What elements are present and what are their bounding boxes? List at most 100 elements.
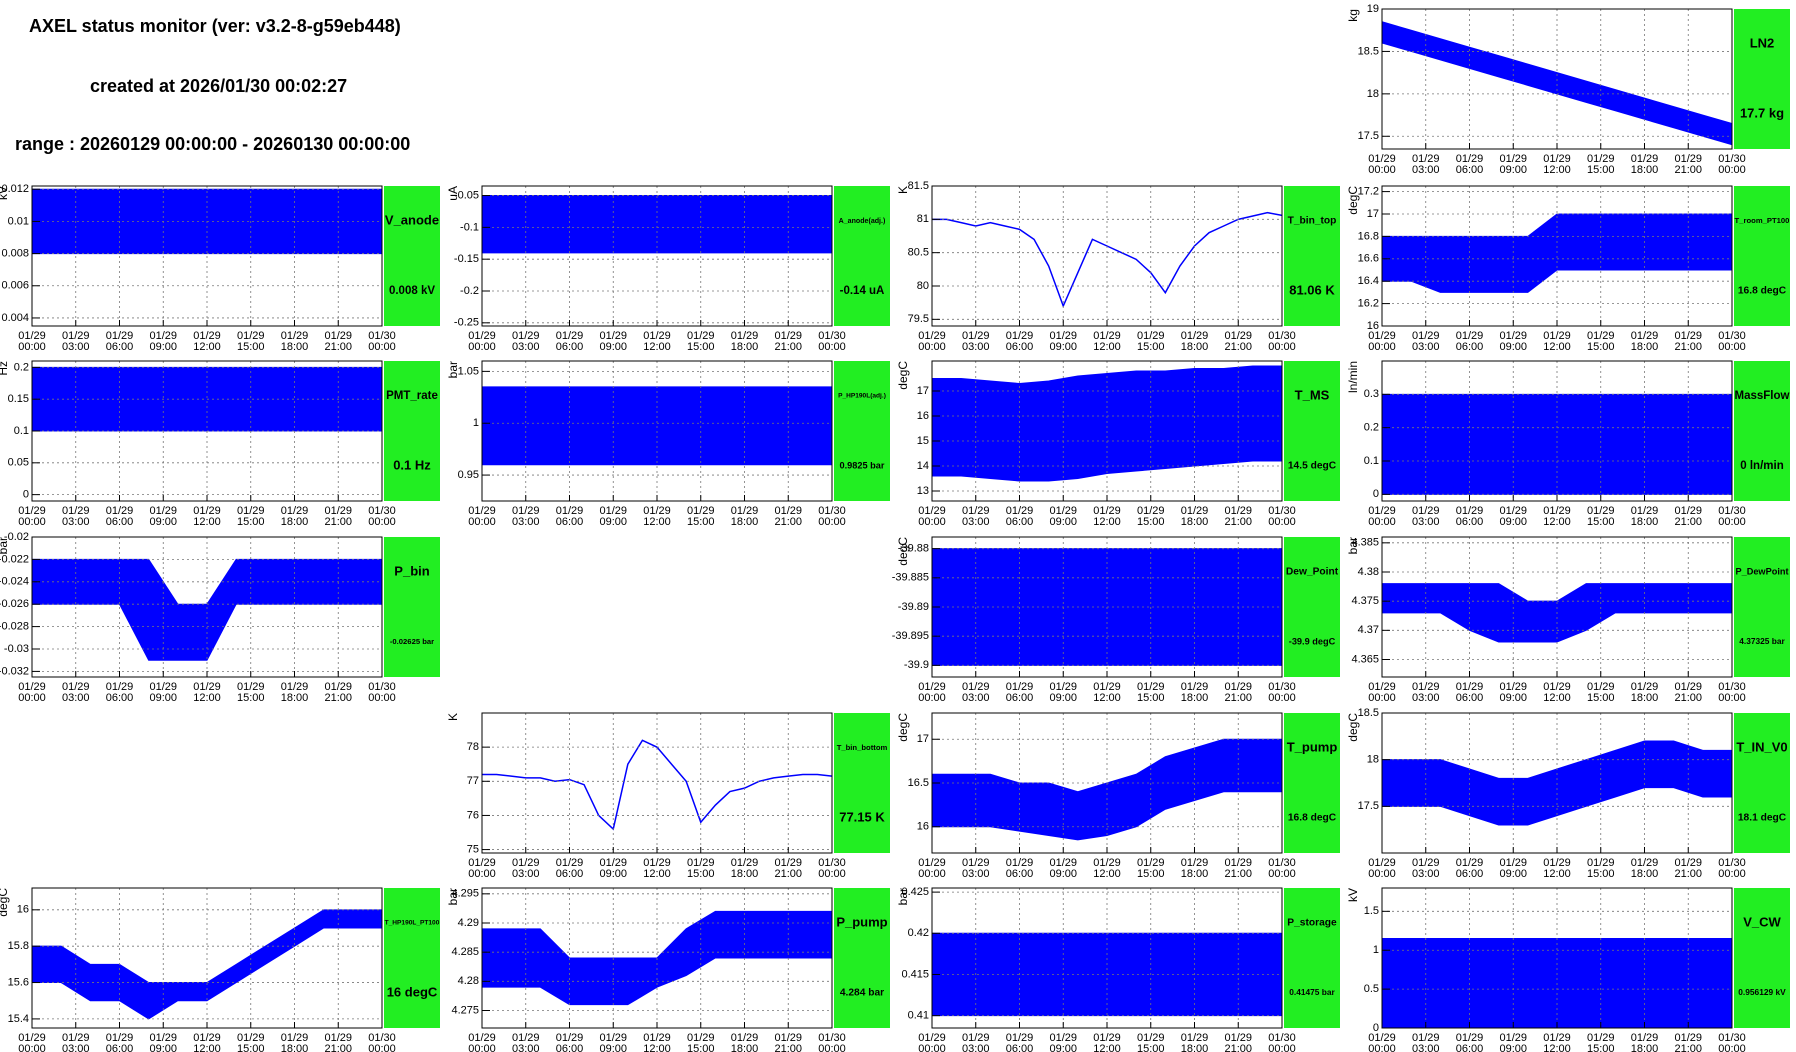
x-tick-time: 12:00 [1543, 868, 1571, 880]
x-tick-date: 01/29 [1543, 153, 1571, 165]
x-tick-time: 21:00 [324, 692, 352, 704]
panel: 17.51818.51901/2900:0001/2903:0001/2906:… [1346, 3, 1790, 176]
x-tick-date: 01/29 [512, 330, 540, 342]
x-tick-date: 01/29 [731, 330, 759, 342]
status-name: T_HP190L_PT100 [385, 920, 440, 927]
x-tick-date: 01/29 [962, 681, 990, 693]
x-tick-time: 15:00 [1137, 692, 1165, 704]
x-tick-date: 01/30 [1268, 505, 1296, 517]
x-tick-date: 01/29 [237, 330, 265, 342]
status-value: 81.06 K [1289, 282, 1335, 297]
y-axis-unit: bar [0, 537, 10, 554]
y-tick-label: 17.5 [1358, 130, 1379, 142]
y-tick-label: 0.15 [8, 393, 29, 405]
signal-band [1381, 393, 1733, 495]
x-tick-time: 18:00 [1631, 868, 1659, 880]
y-axis-unit: degC [0, 888, 10, 917]
x-tick-time: 09:00 [1499, 692, 1527, 704]
y-tick-label: 0.01 [8, 215, 29, 227]
status-box [1284, 361, 1340, 501]
x-tick-date: 01/29 [1006, 505, 1034, 517]
x-tick-date: 01/29 [1456, 153, 1484, 165]
x-tick-date: 01/29 [1674, 857, 1702, 869]
x-tick-date: 01/30 [1718, 1032, 1746, 1044]
panel: -0.25-0.2-0.15-0.1-0.0501/2900:0001/2903… [446, 185, 890, 353]
x-tick-date: 01/30 [1718, 505, 1746, 517]
y-tick-label: 0.2 [14, 361, 29, 373]
status-value: 18.1 degC [1738, 813, 1787, 824]
x-tick-time: 21:00 [1224, 516, 1252, 528]
y-tick-label: 17 [1367, 208, 1379, 220]
y-tick-label: 0 [1373, 488, 1379, 500]
y-tick-label: 0.3 [1364, 388, 1379, 400]
x-tick-date: 01/29 [1631, 857, 1659, 869]
plot-frame [1381, 536, 1733, 678]
y-tick-label: 16 [17, 904, 29, 916]
x-tick-time: 03:00 [1412, 692, 1440, 704]
x-tick-time: 15:00 [1137, 516, 1165, 528]
panel: 0.9511.0501/2900:0001/2903:0001/2906:000… [446, 360, 890, 528]
x-tick-date: 01/29 [1006, 330, 1034, 342]
x-tick-time: 00:00 [1268, 692, 1296, 704]
y-tick-label: 13 [917, 485, 929, 497]
x-tick-time: 15:00 [237, 1043, 265, 1052]
x-tick-time: 12:00 [1543, 516, 1571, 528]
x-tick-date: 01/29 [1093, 505, 1121, 517]
y-tick-label: 16.2 [1358, 298, 1379, 310]
x-tick-date: 01/30 [368, 1032, 396, 1044]
status-box [834, 186, 890, 326]
x-tick-date: 01/29 [774, 857, 802, 869]
x-tick-date: 01/29 [1631, 153, 1659, 165]
status-name: P_bin [394, 563, 429, 578]
status-box [384, 186, 440, 326]
y-tick-label: -39.88 [898, 543, 929, 555]
x-tick-date: 01/29 [687, 330, 715, 342]
x-tick-date: 01/30 [1718, 681, 1746, 693]
x-tick-time: 12:00 [643, 516, 671, 528]
x-tick-date: 01/29 [1224, 857, 1252, 869]
status-name: T_pump [1287, 739, 1338, 754]
y-tick-label: -0.03 [4, 643, 29, 655]
x-tick-date: 01/29 [149, 1032, 177, 1044]
x-tick-date: 01/29 [1587, 681, 1615, 693]
panel: 15.415.615.81601/2900:0001/2903:0001/290… [0, 887, 440, 1052]
status-name: T_bin_bottom [837, 743, 888, 752]
x-tick-time: 21:00 [1674, 1043, 1702, 1052]
x-tick-time: 00:00 [1718, 164, 1746, 176]
y-tick-label: 4.295 [451, 888, 479, 900]
x-tick-time: 06:00 [556, 1043, 584, 1052]
x-tick-date: 01/29 [1412, 857, 1440, 869]
x-tick-date: 01/29 [687, 505, 715, 517]
x-tick-time: 15:00 [1137, 341, 1165, 353]
y-tick-label: 17 [917, 733, 929, 745]
panel: 1616.51701/2900:0001/2903:0001/2906:0001… [896, 712, 1340, 880]
x-tick-date: 01/29 [1368, 1032, 1396, 1044]
status-value: -0.02625 bar [390, 637, 434, 646]
x-tick-time: 00:00 [1368, 516, 1396, 528]
signal-band [31, 558, 383, 661]
x-tick-time: 21:00 [324, 516, 352, 528]
x-tick-date: 01/29 [1631, 505, 1659, 517]
x-tick-date: 01/29 [1543, 857, 1571, 869]
y-tick-label: -0.1 [460, 221, 479, 233]
x-tick-date: 01/29 [62, 681, 90, 693]
x-tick-date: 01/29 [731, 505, 759, 517]
x-tick-date: 01/30 [1268, 857, 1296, 869]
x-tick-date: 01/29 [1368, 505, 1396, 517]
x-tick-time: 03:00 [962, 341, 990, 353]
x-tick-time: 15:00 [1137, 868, 1165, 880]
x-tick-date: 01/29 [643, 330, 671, 342]
plot-frame [31, 185, 383, 327]
x-tick-time: 00:00 [1268, 868, 1296, 880]
panel: 7576777801/2900:0001/2903:0001/2906:0001… [446, 712, 890, 880]
y-tick-label: 77 [467, 775, 479, 787]
x-tick-time: 09:00 [599, 868, 627, 880]
x-tick-date: 01/29 [18, 681, 46, 693]
x-tick-time: 00:00 [1718, 868, 1746, 880]
x-tick-time: 09:00 [1049, 341, 1077, 353]
x-tick-time: 18:00 [281, 341, 309, 353]
x-tick-time: 12:00 [643, 341, 671, 353]
x-tick-time: 21:00 [1224, 1043, 1252, 1052]
x-tick-time: 09:00 [599, 341, 627, 353]
